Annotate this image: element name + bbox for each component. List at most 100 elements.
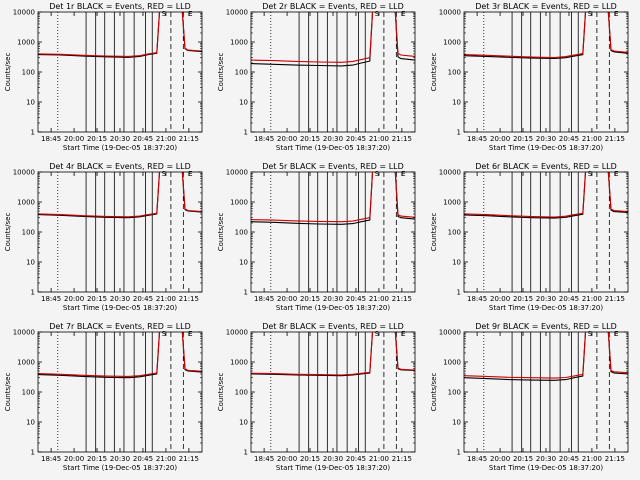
chart-title: Det 8r BLACK = Events, RED = LLD (262, 322, 404, 331)
y-tick-label: 1000 (443, 199, 461, 207)
y-tick-label: 10000 (13, 169, 35, 177)
x-tick-label: 20:30 (110, 135, 130, 143)
y-tick-label: 1000 (17, 359, 35, 367)
y-tick-label: 10000 (439, 169, 461, 177)
x-tick-label: 18:45 (254, 295, 274, 303)
start-marker-label: S (375, 170, 380, 178)
x-tick-label: 20:15 (87, 295, 107, 303)
x-axis-label: Start Time (19-Dec-05 18:37:20) (276, 304, 390, 312)
x-tick-label: 21:15 (179, 295, 199, 303)
series-line-lld (464, 332, 628, 379)
x-tick-label: 18:45 (41, 295, 61, 303)
axes-box (37, 171, 203, 293)
y-tick-label: 1 (244, 289, 248, 297)
y-tick-label: 1000 (443, 359, 461, 367)
y-axis-label: Counts/sec (4, 213, 12, 252)
y-tick-label: 10 (239, 419, 248, 427)
x-tick-label: 21:15 (392, 455, 412, 463)
plot-area (251, 332, 415, 452)
y-tick-label: 1 (31, 289, 35, 297)
end-marker-label: E (188, 10, 192, 18)
x-tick-label: 21:15 (605, 455, 625, 463)
axes-box (463, 11, 629, 133)
series-line-events (38, 12, 202, 58)
end-marker-label: E (401, 330, 405, 338)
y-tick-label: 10000 (226, 329, 248, 337)
x-tick-label: 20:15 (300, 295, 320, 303)
series-line-lld (251, 172, 415, 223)
x-tick-label: 21:00 (582, 135, 602, 143)
start-marker-label: S (375, 330, 380, 338)
plot-area (464, 12, 628, 132)
y-tick-label: 1000 (443, 39, 461, 47)
y-tick-label: 1000 (17, 39, 35, 47)
plot-area (38, 332, 202, 452)
y-tick-label: 10000 (13, 9, 35, 17)
y-tick-label: 100 (448, 389, 461, 397)
x-tick-label: 18:45 (467, 135, 487, 143)
y-tick-label: 1000 (230, 359, 248, 367)
chart-title: Det 7r BLACK = Events, RED = LLD (49, 322, 191, 331)
start-marker-label: S (162, 330, 167, 338)
x-tick-label: 20:15 (513, 295, 533, 303)
x-tick-label: 20:00 (277, 455, 297, 463)
chart-title: Det 5r BLACK = Events, RED = LLD (262, 162, 404, 171)
y-tick-label: 10000 (13, 329, 35, 337)
plot-area (38, 12, 202, 132)
x-tick-label: 20:30 (536, 455, 556, 463)
x-tick-label: 20:00 (64, 455, 84, 463)
y-tick-label: 1 (457, 289, 461, 297)
plot-area (464, 332, 628, 452)
start-marker-label: S (588, 330, 593, 338)
y-tick-label: 100 (448, 69, 461, 77)
end-marker-label: E (614, 10, 618, 18)
y-tick-label: 10 (452, 99, 461, 107)
y-axis-label: Counts/sec (430, 213, 438, 252)
y-axis-label: Counts/sec (4, 373, 12, 412)
x-tick-label: 21:15 (605, 135, 625, 143)
y-tick-label: 1 (31, 449, 35, 457)
chart-title: Det 9r BLACK = Events, RED = LLD (475, 322, 617, 331)
y-tick-label: 100 (235, 389, 248, 397)
x-axis-label: Start Time (19-Dec-05 18:37:20) (489, 144, 603, 152)
y-axis-label: Counts/sec (217, 373, 225, 412)
series-line-lld (464, 172, 628, 218)
start-marker-label: S (162, 10, 167, 18)
x-tick-label: 20:45 (133, 455, 153, 463)
series-line-events (464, 172, 628, 219)
y-tick-label: 10 (452, 419, 461, 427)
x-tick-label: 18:45 (41, 455, 61, 463)
plot-area (38, 172, 202, 292)
chart-title: Det 2r BLACK = Events, RED = LLD (262, 2, 404, 11)
x-tick-label: 20:45 (346, 295, 366, 303)
series-line-lld (38, 12, 202, 57)
end-marker-label: E (188, 170, 192, 178)
y-tick-label: 1 (244, 129, 248, 137)
x-tick-label: 18:45 (41, 135, 61, 143)
y-tick-label: 10 (26, 99, 35, 107)
x-tick-label: 21:15 (392, 135, 412, 143)
y-axis-label: Counts/sec (430, 373, 438, 412)
x-axis-label: Start Time (19-Dec-05 18:37:20) (489, 304, 603, 312)
y-tick-label: 10000 (439, 329, 461, 337)
x-tick-label: 20:00 (490, 295, 510, 303)
y-tick-label: 1 (31, 129, 35, 137)
x-tick-label: 18:45 (254, 455, 274, 463)
plot-area (251, 172, 415, 292)
axes-box (463, 171, 629, 293)
x-tick-label: 21:15 (392, 295, 412, 303)
x-tick-label: 21:15 (179, 455, 199, 463)
y-axis-label: Counts/sec (217, 213, 225, 252)
end-marker-label: E (614, 170, 618, 178)
axes-box (250, 331, 416, 453)
y-tick-label: 1 (457, 449, 461, 457)
x-tick-label: 20:15 (513, 455, 533, 463)
